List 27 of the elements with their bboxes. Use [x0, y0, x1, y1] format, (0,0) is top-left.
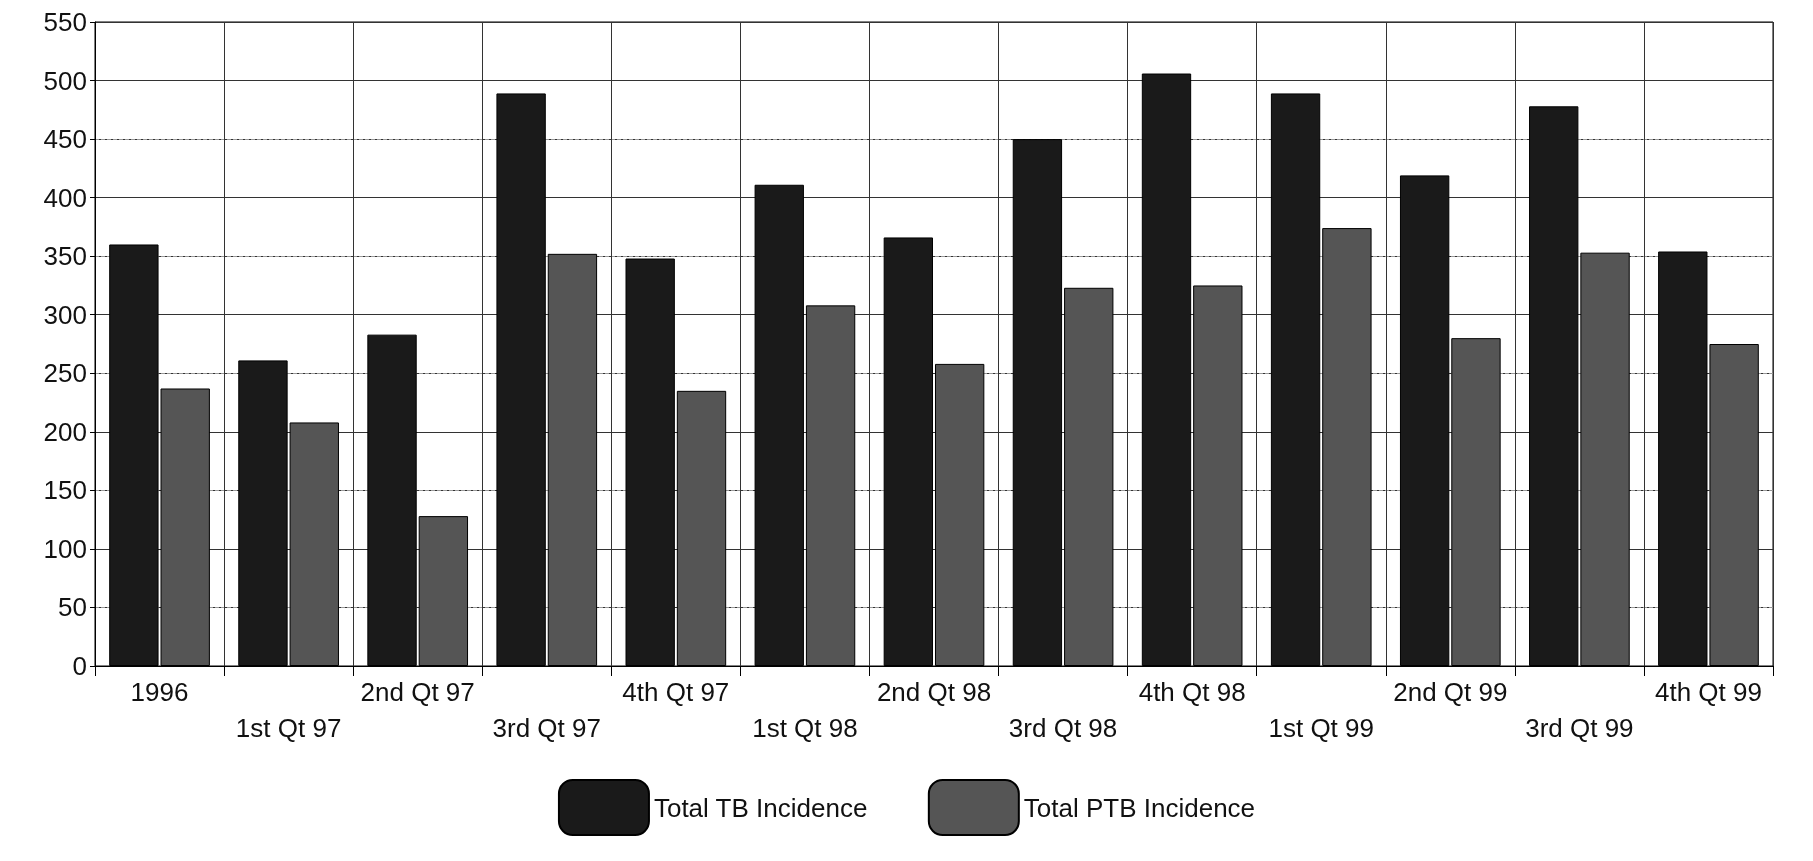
x-tick-label: 4th Qt 98 — [1138, 677, 1246, 707]
x-tick-label: 3rd Qt 99 — [1525, 713, 1634, 743]
x-tick-label: 4th Qt 99 — [1654, 677, 1762, 707]
x-tick-label: 1996 — [130, 677, 189, 707]
y-tick-label: 150 — [43, 475, 87, 506]
y-tick-label: 0 — [72, 651, 87, 681]
y-tick-label: 450 — [43, 124, 87, 155]
x-tick-label: 1st Qt 97 — [235, 713, 342, 743]
x-tick-label: 4th Qt 97 — [622, 677, 730, 707]
y-tick-label: 250 — [43, 358, 87, 389]
y-tick-label: 500 — [43, 65, 87, 96]
x-tick-label: 2nd Qt 98 — [876, 677, 992, 707]
y-tick-label: 50 — [58, 592, 87, 623]
x-tick-label: 2nd Qt 99 — [1393, 677, 1508, 707]
legend-label: Total PTB Incidence — [1023, 792, 1256, 823]
x-tick-label: 1st Qt 98 — [752, 713, 858, 743]
y-tick-label: 300 — [43, 299, 87, 330]
x-tick-label: 1st Qt 99 — [1268, 713, 1374, 743]
y-tick-label: 200 — [43, 416, 87, 447]
y-tick-label: 350 — [43, 241, 87, 272]
x-tick-label: 3rd Qt 97 — [492, 713, 601, 743]
x-tick-label: 2nd Qt 97 — [360, 677, 475, 707]
y-tick-label: 550 — [43, 7, 87, 37]
y-tick-label: 400 — [43, 182, 87, 213]
legend-label: Total TB Incidence — [653, 792, 868, 823]
x-tick-label: 3rd Qt 98 — [1008, 713, 1118, 743]
y-tick-label: 100 — [43, 533, 87, 564]
